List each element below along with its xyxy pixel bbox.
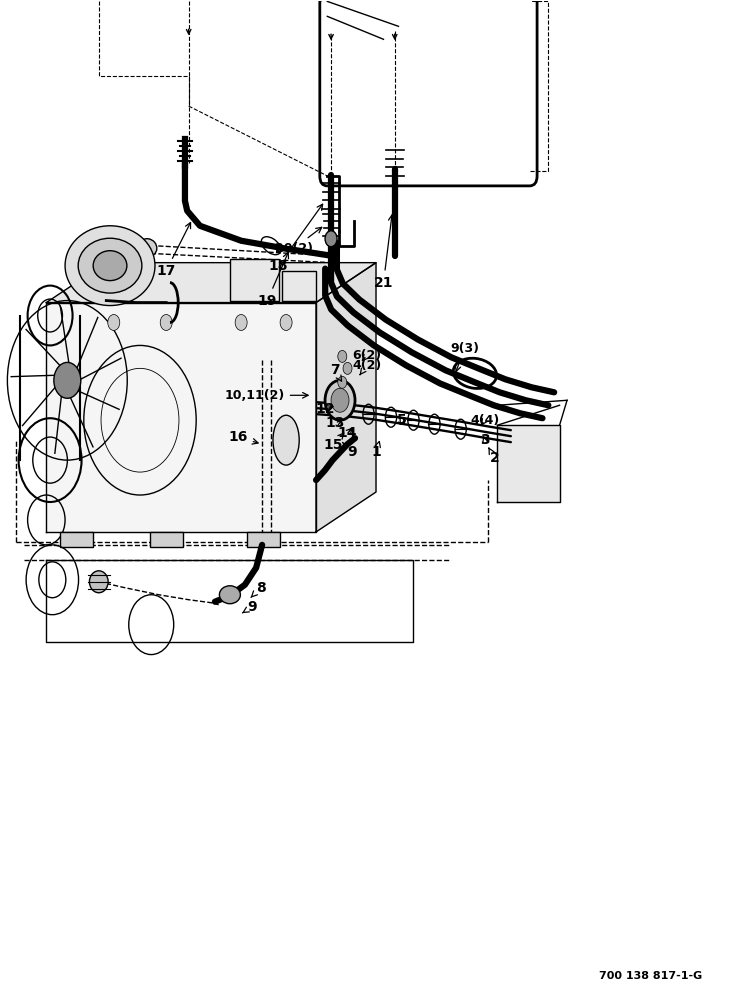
Text: 1: 1 — [371, 441, 381, 459]
Circle shape — [338, 376, 347, 388]
Polygon shape — [497, 425, 559, 502]
Ellipse shape — [78, 238, 142, 293]
FancyBboxPatch shape — [150, 532, 183, 547]
Circle shape — [54, 362, 80, 398]
Text: 6(2): 6(2) — [353, 349, 381, 362]
Polygon shape — [47, 263, 376, 303]
Text: 9: 9 — [242, 600, 257, 614]
Text: 15: 15 — [323, 433, 344, 452]
Circle shape — [331, 388, 349, 412]
Text: 10,11(2): 10,11(2) — [225, 389, 308, 402]
Text: 9: 9 — [342, 442, 357, 459]
Text: 18: 18 — [269, 204, 323, 273]
Circle shape — [325, 231, 337, 247]
FancyBboxPatch shape — [230, 259, 278, 301]
Text: 5: 5 — [397, 413, 407, 427]
Ellipse shape — [273, 415, 299, 465]
Circle shape — [343, 362, 352, 374]
Text: 19: 19 — [258, 253, 289, 308]
Circle shape — [235, 315, 247, 330]
Text: 13: 13 — [325, 416, 344, 430]
Ellipse shape — [89, 571, 108, 593]
Ellipse shape — [93, 251, 127, 281]
Text: 2: 2 — [489, 448, 499, 465]
Text: 21: 21 — [374, 215, 394, 290]
Circle shape — [338, 350, 347, 362]
Text: 7: 7 — [330, 363, 341, 381]
Text: 14: 14 — [338, 426, 357, 440]
Text: 4(4): 4(4) — [470, 414, 499, 427]
Text: 20(2): 20(2) — [274, 227, 322, 255]
Text: 700 138 817-1-G: 700 138 817-1-G — [599, 971, 702, 981]
Circle shape — [280, 315, 292, 330]
Text: 9(3): 9(3) — [450, 342, 479, 371]
Text: 17: 17 — [156, 223, 190, 278]
Ellipse shape — [65, 226, 155, 306]
Circle shape — [160, 315, 172, 330]
Text: 16: 16 — [229, 430, 258, 444]
Polygon shape — [316, 263, 376, 532]
FancyBboxPatch shape — [247, 532, 280, 547]
FancyBboxPatch shape — [282, 271, 316, 301]
Circle shape — [108, 315, 120, 330]
FancyBboxPatch shape — [60, 532, 92, 547]
Ellipse shape — [138, 239, 157, 257]
Text: 3: 3 — [480, 433, 490, 447]
Text: 4(2): 4(2) — [353, 359, 381, 375]
Text: 12: 12 — [315, 402, 335, 416]
Polygon shape — [47, 303, 316, 532]
Ellipse shape — [220, 586, 241, 604]
Circle shape — [325, 380, 355, 420]
Text: 8: 8 — [251, 581, 265, 597]
